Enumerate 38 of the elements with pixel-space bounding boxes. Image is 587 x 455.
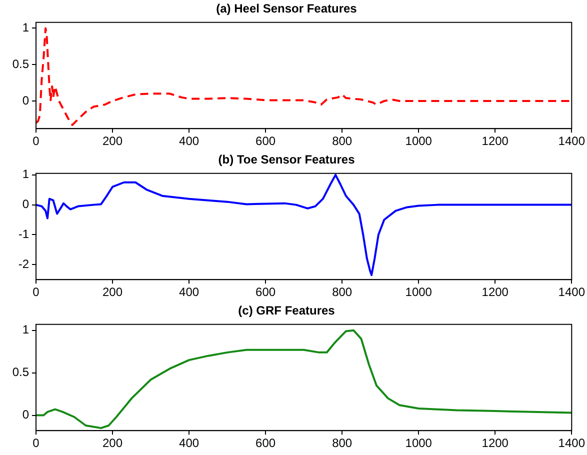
x-tick-label: 800 bbox=[332, 285, 352, 300]
chart-title: (a) Heel Sensor Features bbox=[216, 2, 358, 16]
x-tick-label: 1400 bbox=[558, 436, 586, 450]
chart-title: (c) GRF Features bbox=[238, 304, 336, 318]
x-tick-label: 1200 bbox=[482, 134, 509, 148]
y-tick-label: 0.5 bbox=[12, 365, 30, 380]
x-tick-label: 800 bbox=[332, 134, 352, 148]
x-tick-label: 0 bbox=[32, 436, 40, 450]
y-tick-label: -1 bbox=[18, 227, 30, 242]
y-tick-label: 1 bbox=[22, 167, 30, 182]
x-tick-label: 400 bbox=[179, 436, 200, 450]
y-tick-label: 0 bbox=[22, 93, 30, 108]
y-tick-label: 0 bbox=[22, 408, 30, 422]
x-tick-label: 1000 bbox=[405, 436, 432, 450]
y-tick-label: 1 bbox=[22, 322, 30, 337]
y-tick-label: -2 bbox=[18, 256, 30, 271]
x-tick-label: 800 bbox=[332, 436, 352, 450]
x-tick-label: 600 bbox=[256, 436, 276, 450]
x-tick-label: 1400 bbox=[558, 134, 586, 148]
chart-title: (b) Toe Sensor Features bbox=[218, 152, 356, 167]
x-tick-label: 1000 bbox=[405, 285, 432, 300]
x-tick-label: 1400 bbox=[558, 285, 586, 300]
y-tick-label: 0.5 bbox=[12, 56, 30, 71]
x-tick-label: 200 bbox=[102, 285, 123, 300]
line-series bbox=[36, 27, 572, 126]
x-tick-label: 200 bbox=[102, 134, 123, 148]
x-tick-label: 400 bbox=[179, 134, 200, 148]
x-tick-label: 600 bbox=[256, 285, 276, 300]
x-tick-label: 1000 bbox=[405, 134, 432, 148]
x-tick-label: 0 bbox=[32, 285, 40, 300]
y-tick-label: 0 bbox=[22, 197, 30, 212]
x-tick-label: 0 bbox=[32, 134, 40, 148]
y-tick-label: 1 bbox=[22, 20, 30, 35]
x-tick-label: 600 bbox=[256, 134, 276, 148]
x-tick-label: 1200 bbox=[482, 285, 509, 300]
x-tick-label: 400 bbox=[179, 285, 200, 300]
x-tick-label: 200 bbox=[102, 436, 123, 450]
x-tick-label: 1200 bbox=[482, 436, 509, 450]
